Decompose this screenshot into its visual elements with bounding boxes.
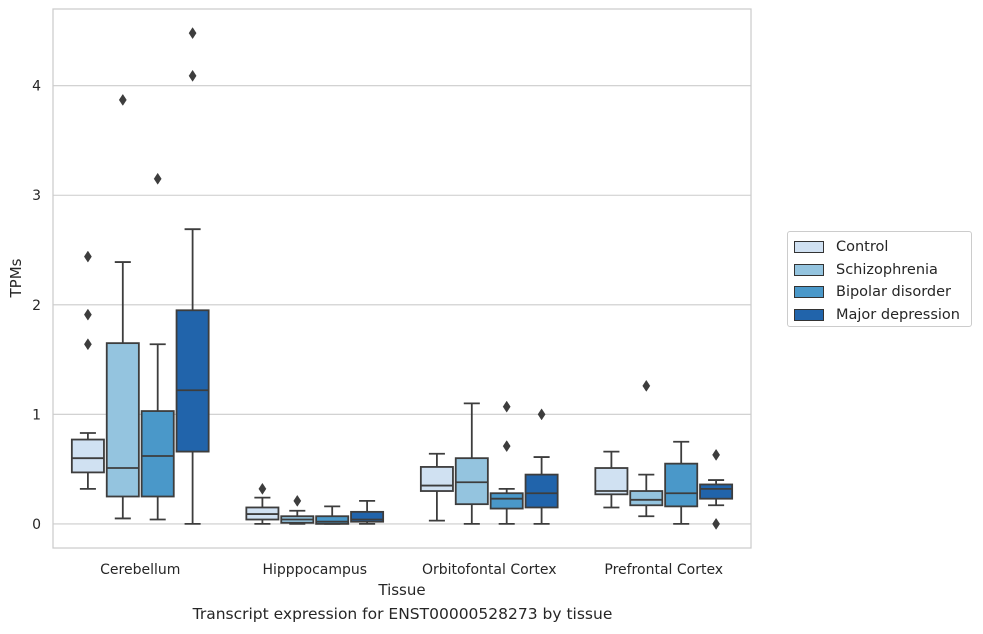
x-tick-label-1: Cerebellum [100, 562, 180, 578]
iqr-box [489, 492, 524, 510]
outlier-point-1 [537, 408, 546, 421]
legend-item-schizophrenia: Schizophrenia [794, 259, 965, 282]
outlier-point-1 [84, 338, 92, 351]
iqr-box [629, 490, 664, 507]
outlier-point-1 [118, 93, 127, 106]
legend-label-bipolar-disorder: Bipolar disorder [836, 284, 951, 301]
box-schizophrenia-2 [280, 494, 315, 525]
iqr-box [524, 473, 559, 509]
y-tick-label-1: 1 [32, 407, 41, 423]
box-schizophrenia-3 [454, 402, 489, 525]
y-tick-label-4: 4 [32, 79, 41, 95]
y-tick-label-0: 0 [32, 517, 41, 533]
box-schizophrenia-4 [629, 379, 664, 518]
y-tick-label-2: 2 [32, 298, 41, 314]
legend-label-control: Control [836, 239, 889, 256]
box-bipolar-disorder-2 [315, 505, 350, 525]
iqr-box [664, 462, 699, 508]
y-axis-label: TPMs [7, 258, 25, 298]
outlier-point-1 [153, 172, 162, 185]
box-control-4 [594, 450, 629, 509]
iqr-box [70, 438, 105, 474]
legend-item-control: Control [794, 236, 965, 259]
outlier-point-2 [502, 400, 511, 413]
iqr-box [594, 467, 629, 496]
boxes [70, 27, 734, 530]
x-tick-label-4: Prefrontal Cortex [604, 562, 723, 578]
outlier-point-3 [84, 250, 92, 263]
y-tick-labels: 0 1 2 3 4 [32, 79, 41, 533]
iqr-box [140, 410, 175, 498]
outlier-point-1 [642, 379, 651, 392]
box-bipolar-disorder-4 [664, 440, 699, 525]
iqr-box [105, 342, 140, 498]
legend-item-bipolar-disorder: Bipolar disorder [794, 281, 965, 304]
legend-swatch-bipolar-disorder [794, 286, 824, 299]
iqr-box [175, 309, 210, 453]
box-bipolar-disorder-1 [140, 172, 175, 521]
x-tick-label-3: Orbitofontal Cortex [422, 562, 557, 578]
figure-caption: Transcript expression for ENST0000052827… [192, 605, 613, 623]
iqr-box [699, 483, 734, 500]
box-schizophrenia-1 [105, 93, 140, 520]
legend-swatch-schizophrenia [794, 263, 824, 276]
iqr-box [419, 466, 454, 492]
outlier-point-2 [84, 308, 92, 321]
x-tick-labels: Cerebellum Hipppocampus Orbitofontal Corte… [100, 562, 723, 578]
outlier-point-1 [712, 517, 720, 530]
box-bipolar-disorder-3 [489, 400, 524, 525]
iqr-box [454, 457, 489, 506]
iqr-box [315, 515, 350, 525]
box-major-depression-3 [524, 408, 559, 525]
outlier-point-2 [188, 27, 197, 40]
legend-label-schizophrenia: Schizophrenia [836, 261, 938, 278]
plot-area-frame [52, 8, 752, 549]
legend-swatch-control [794, 241, 824, 254]
box-control-3 [419, 452, 454, 522]
x-tick-label-2: Hipppocampus [262, 562, 367, 578]
legend-item-major-depression: Major depression [794, 304, 965, 327]
y-tick-label-3: 3 [32, 188, 41, 204]
box-major-depression-2 [350, 499, 385, 525]
box-major-depression-1 [175, 27, 210, 525]
outlier-point-2 [712, 448, 720, 461]
box-control-2 [245, 482, 280, 525]
x-axis-label: Tissue [377, 581, 425, 599]
box-major-depression-4 [699, 448, 734, 530]
legend-label-major-depression: Major depression [836, 306, 960, 323]
box-control-1 [70, 250, 105, 490]
legend: Control Schizophrenia Bipolar disorder M… [787, 231, 972, 327]
outlier-point-1 [188, 69, 197, 82]
outlier-point-1 [258, 482, 267, 495]
legend-swatch-major-depression [794, 308, 824, 321]
outlier-point-1 [502, 440, 511, 453]
iqr-box [350, 510, 385, 523]
outlier-point-1 [293, 494, 302, 507]
